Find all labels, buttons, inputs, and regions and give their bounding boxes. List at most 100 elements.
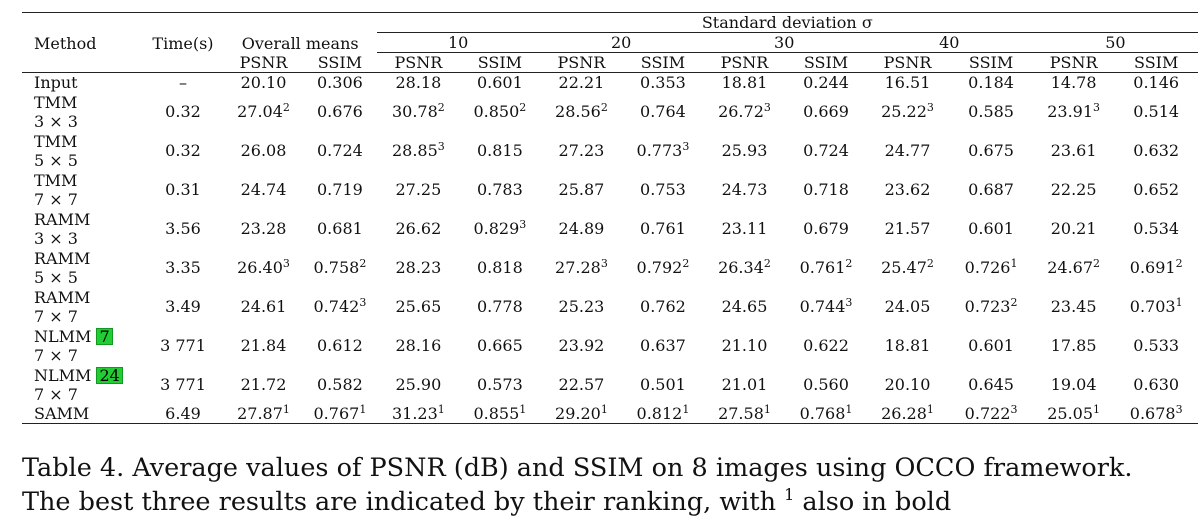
ssim-cell: 0.6912: [1114, 248, 1198, 287]
psnr-cell: 28.23: [377, 248, 461, 287]
value: 22.21: [558, 73, 605, 92]
psnr-cell: 16.51: [866, 73, 950, 92]
ssim-cell: 0.665: [460, 326, 539, 365]
value: 0.585: [968, 102, 1014, 121]
value: 0.718: [803, 180, 849, 199]
psnr-cell: 29.201: [540, 404, 624, 424]
citation-link[interactable]: 7: [96, 327, 113, 345]
ssim-cell: 0.762: [623, 287, 702, 326]
rank-sup: 3: [1010, 403, 1018, 416]
ssim-cell: 0.7612: [786, 248, 865, 287]
value: 28.18: [395, 73, 442, 92]
value: 0.645: [968, 375, 1014, 394]
value: 25.65: [395, 297, 442, 316]
header-ssim: SSIM: [640, 53, 686, 72]
rank-sup: 1: [437, 403, 445, 416]
value: 0.534: [1133, 219, 1180, 238]
ssim-cell: 0.632: [1114, 131, 1198, 170]
value: 0.767: [313, 404, 360, 423]
value: 31.23: [391, 404, 438, 423]
table-row: TMM 3 × 3 0.32 27.042 0.676 30.782 0.8502 28.56…: [22, 92, 1198, 131]
value: 0.768: [799, 404, 846, 423]
value: 24.05: [884, 297, 931, 316]
header-method: Method: [34, 33, 97, 53]
psnr-cell: 19.04: [1033, 365, 1115, 404]
psnr-cell: 25.223: [866, 92, 950, 131]
rank-sup: 2: [437, 101, 445, 114]
psnr-cell: 24.73: [703, 170, 787, 209]
value: 26.28: [881, 404, 927, 423]
ssim-cell: 0.7681: [786, 404, 865, 424]
table-row: Input – 20.10 0.306 28.18 0.601 22.21 0.353 18.8…: [22, 72, 1198, 92]
value: 0.758: [313, 258, 360, 277]
rank-sup: 2: [1010, 296, 1018, 309]
rank-sup: 1: [926, 403, 934, 416]
table-row: NLMM 7 7 × 7 3 771 21.84 0.612 28.16 0.665 23.9…: [22, 326, 1198, 365]
ssim-cell: 0.7223: [949, 404, 1033, 424]
value: 0.601: [968, 336, 1014, 355]
ssim-cell: 0.645: [949, 365, 1033, 404]
psnr-cell: 23.62: [866, 170, 950, 209]
value: 0.761: [799, 258, 846, 277]
caption-text-a: The best three results are indicated by …: [22, 487, 785, 517]
rank-sup: 1: [519, 403, 527, 416]
value: 0.783: [476, 180, 523, 199]
header-overall-means: Overall means: [241, 33, 359, 53]
value: 0.675: [968, 141, 1014, 160]
rank-sup: 3: [926, 101, 934, 114]
psnr-cell: 31.231: [377, 404, 461, 424]
ssim-cell: 0.764: [623, 92, 702, 131]
table-row: TMM 7 × 7 0.31 24.74 0.719 27.25 0.783 25.87 0.7…: [22, 170, 1198, 209]
psnr-cell: 25.051: [1033, 404, 1115, 424]
value: 27.58: [718, 404, 764, 423]
psnr-cell: 20.10: [866, 365, 950, 404]
method-window-size: 7 × 7: [34, 384, 78, 404]
table-row: RAMM 3 × 3 3.56 23.28 0.681 26.62 0.8293 24.89 0…: [22, 209, 1198, 248]
value: 21.57: [884, 219, 931, 238]
value: 24.65: [721, 297, 768, 316]
psnr-cell: 24.65: [703, 287, 787, 326]
time-cell: 3.35: [165, 258, 201, 277]
time-cell: 0.31: [165, 180, 201, 199]
psnr-cell: 26.08: [224, 131, 303, 170]
value: 0.573: [476, 375, 523, 394]
value: 20.10: [884, 375, 931, 394]
header-psnr: PSNR: [394, 53, 443, 72]
rank-sup: 3: [282, 257, 290, 270]
ssim-cell: 0.244: [786, 73, 865, 92]
header-std-dev: Standard deviation σ: [376, 12, 1198, 33]
psnr-cell: 28.562: [540, 92, 624, 131]
value: 0.601: [968, 219, 1014, 238]
psnr-cell: 23.61: [1033, 131, 1115, 170]
psnr-cell: 21.01: [703, 365, 787, 404]
header-psnr: PSNR: [720, 53, 769, 72]
value: 25.93: [721, 141, 768, 160]
method-window-size: 5 × 5: [34, 150, 78, 170]
method-cell: RAMM 3 × 3: [22, 209, 142, 248]
value: 25.23: [558, 297, 605, 316]
rank-sup: 2: [600, 101, 608, 114]
ssim-cell: 0.669: [786, 92, 865, 131]
psnr-cell: 28.853: [377, 131, 461, 170]
header-ssim: SSIM: [803, 53, 849, 72]
table-row: TMM 5 × 5 0.32 26.08 0.724 28.853 0.815 27.23 0.…: [22, 131, 1198, 170]
time-cell: 3 771: [160, 375, 206, 394]
value: 0.724: [803, 141, 849, 160]
caption-rank-sup: 1: [784, 485, 795, 504]
value: 0.582: [317, 375, 363, 394]
psnr-cell: 25.472: [866, 248, 950, 287]
value: 0.723: [964, 297, 1011, 316]
value: 23.11: [721, 219, 768, 238]
value: 24.73: [721, 180, 768, 199]
ssim-cell: 0.724: [303, 131, 376, 170]
method-name: SAMM: [34, 404, 90, 423]
value: 26.34: [718, 258, 764, 277]
table-row: NLMM 24 7 × 7 3 771 21.72 0.582 25.90 0.573 22.…: [22, 365, 1198, 404]
psnr-cell: 25.65: [377, 287, 461, 326]
method-cell: RAMM 7 × 7: [22, 287, 142, 326]
value: 17.85: [1050, 336, 1097, 355]
citation-link[interactable]: 24: [96, 366, 123, 384]
rank-sup: 3: [437, 140, 445, 153]
method-cell: SAMM: [22, 404, 142, 424]
value: 0.652: [1133, 180, 1180, 199]
